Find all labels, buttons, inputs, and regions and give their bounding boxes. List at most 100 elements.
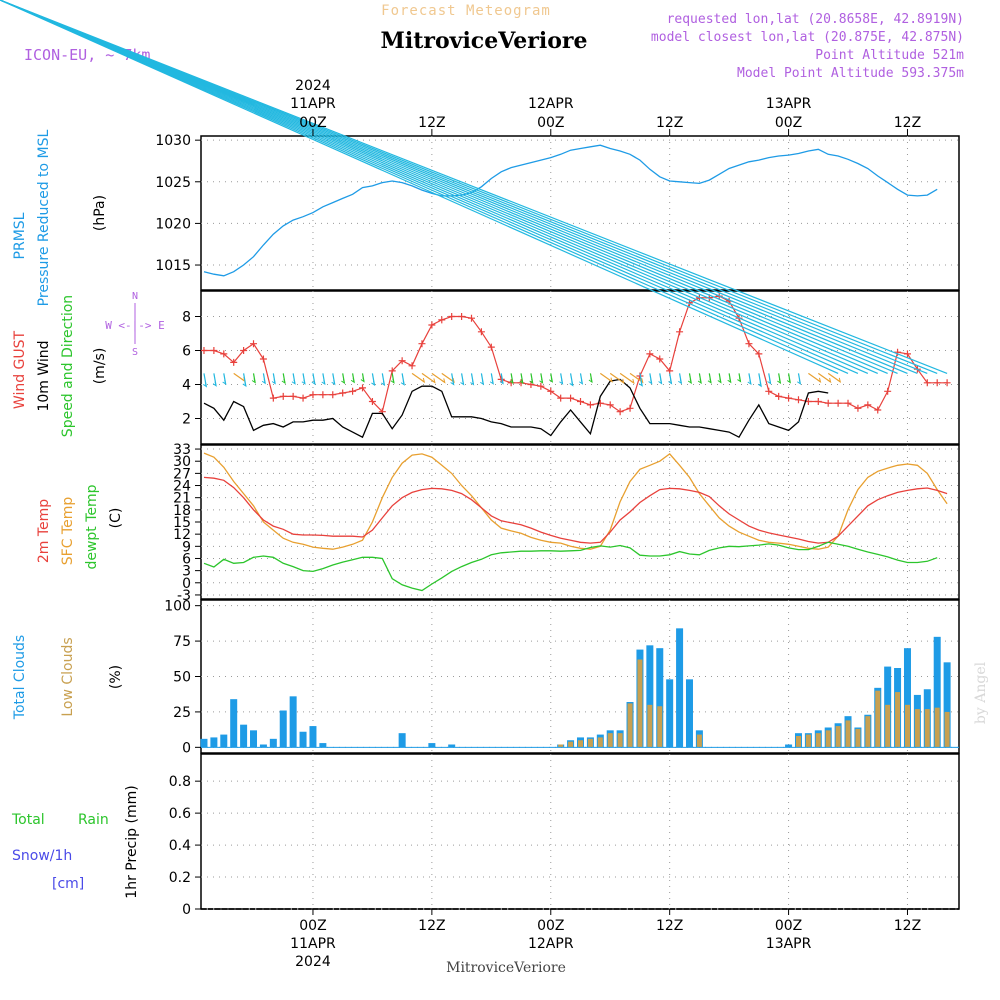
closest-coords: model closest lon,lat (20.875E, 42.875N) bbox=[651, 30, 964, 45]
compass-s: S bbox=[132, 347, 138, 358]
total-cloud-label: Total Clouds bbox=[12, 635, 28, 720]
wind-ytick-label: 6 bbox=[182, 344, 191, 360]
compass-we: W <-|-> E bbox=[105, 319, 165, 332]
temp-unit: (C) bbox=[108, 508, 124, 529]
top-hour-label: 00Z bbox=[775, 115, 802, 131]
gust-marker bbox=[834, 399, 842, 407]
total-cloud-bar bbox=[230, 699, 238, 748]
gust-marker bbox=[329, 391, 337, 399]
wind-arrowhead bbox=[431, 378, 436, 384]
wind-arrowhead bbox=[678, 379, 683, 385]
wind-arrowhead bbox=[797, 379, 802, 385]
wind-arrow bbox=[0, 0, 948, 374]
gust-marker bbox=[537, 382, 545, 390]
wind-arrowhead bbox=[509, 378, 514, 385]
pressure-ytick-label: 1030 bbox=[155, 133, 191, 149]
gust-marker bbox=[388, 367, 396, 375]
temp-ytick-label: 0 bbox=[182, 576, 191, 592]
precip-ytick-label: 0.4 bbox=[169, 838, 191, 854]
gust-marker bbox=[794, 396, 802, 404]
wind-arrowhead bbox=[757, 382, 762, 388]
low-cloud-bar bbox=[944, 711, 950, 748]
temp-ytick-label: 27 bbox=[173, 466, 191, 482]
compass-n: N bbox=[132, 291, 138, 302]
low-cloud-bar bbox=[865, 716, 871, 748]
low-cloud-bar bbox=[657, 706, 663, 748]
gust-marker bbox=[943, 379, 951, 387]
low-cloud-bar bbox=[855, 728, 861, 748]
wind-arrowhead bbox=[717, 378, 722, 384]
wind-arrowhead bbox=[311, 379, 316, 386]
sfc-temp-label: SFC Temp bbox=[60, 497, 76, 566]
gust-marker bbox=[230, 358, 238, 366]
wind-arrow bbox=[0, 0, 908, 374]
bottom-hour-label: 00Z bbox=[537, 918, 564, 934]
temp-ytick-label: 3 bbox=[182, 564, 191, 580]
gust-marker bbox=[567, 394, 575, 402]
wind-arrowhead bbox=[371, 380, 376, 387]
wind-line bbox=[203, 378, 829, 439]
wind-arrowhead bbox=[222, 379, 227, 386]
gust-marker bbox=[458, 313, 466, 320]
wind-arrowhead bbox=[827, 377, 832, 384]
cloud-unit: (%) bbox=[108, 665, 124, 689]
wind-arrowhead bbox=[620, 378, 625, 384]
gust-marker bbox=[408, 362, 416, 370]
gust-line bbox=[204, 295, 948, 413]
gust-marker bbox=[200, 347, 208, 354]
wind-arrowhead bbox=[301, 379, 306, 385]
wind-ytick-label: 2 bbox=[182, 412, 191, 428]
wind-arrowhead bbox=[559, 379, 564, 385]
low-cloud-bar bbox=[825, 730, 831, 748]
wind-arrowhead bbox=[519, 378, 524, 385]
top-day-label: 12APR bbox=[528, 96, 574, 112]
wind-arrow bbox=[0, 0, 918, 374]
low-cloud-bar bbox=[597, 737, 603, 748]
low-cloud-bar bbox=[696, 734, 702, 748]
top-hour-label: 12Z bbox=[894, 115, 921, 131]
gust-marker bbox=[547, 387, 555, 395]
precip-ytick-label: 0.8 bbox=[169, 774, 191, 790]
model-altitude: Model Point Altitude 593.375m bbox=[737, 66, 964, 81]
wind-arrowhead bbox=[658, 379, 663, 385]
bottom-hour-label: 12Z bbox=[656, 918, 683, 934]
wind-arrowhead bbox=[727, 378, 732, 384]
low-cloud-label: Low Clouds bbox=[60, 637, 76, 716]
requested-coords: requested lon,lat (20.8658E, 42.8919N) bbox=[667, 12, 964, 27]
low-cloud-bar bbox=[904, 704, 910, 748]
wind-arrowhead bbox=[212, 381, 217, 387]
gust-marker bbox=[517, 379, 525, 387]
top-hour-label: 12Z bbox=[656, 115, 683, 131]
precip-unit: 1hr Precip (mm) bbox=[124, 785, 140, 898]
wind-arrowhead bbox=[350, 378, 355, 384]
gust-marker bbox=[586, 401, 594, 409]
wind-arrowhead bbox=[630, 378, 635, 385]
total-cloud-bar bbox=[943, 662, 951, 748]
gust-marker bbox=[438, 316, 446, 324]
forecast-title: Forecast Meteogram bbox=[381, 3, 551, 19]
wind-arrowhead bbox=[608, 377, 613, 383]
wind-arrowhead bbox=[242, 381, 247, 388]
total-label: Total bbox=[11, 812, 45, 828]
wind-arrowhead bbox=[480, 380, 485, 386]
wind-arrowhead bbox=[202, 382, 208, 388]
temp2m-line bbox=[203, 476, 948, 544]
wind-arrowhead bbox=[579, 379, 584, 385]
wind-arrowhead bbox=[421, 377, 426, 384]
low-cloud-bar bbox=[845, 720, 851, 748]
wind-arrowhead bbox=[548, 377, 554, 383]
wind-arrowhead bbox=[400, 380, 405, 386]
gust-marker bbox=[289, 392, 297, 400]
total-cloud-bar bbox=[200, 738, 208, 748]
gust-marker bbox=[448, 313, 456, 320]
wind-arrowhead bbox=[360, 377, 365, 383]
gust-marker bbox=[923, 379, 931, 387]
cloud-ytick-label: 75 bbox=[173, 634, 191, 650]
wind-arrowhead bbox=[291, 379, 296, 385]
gust-marker bbox=[359, 384, 367, 392]
wind-arrowhead bbox=[777, 378, 782, 385]
bottom-year-label: 2024 bbox=[295, 954, 331, 970]
top-day-label: 11APR bbox=[290, 96, 336, 112]
gust-label: Wind GUST bbox=[12, 330, 28, 409]
